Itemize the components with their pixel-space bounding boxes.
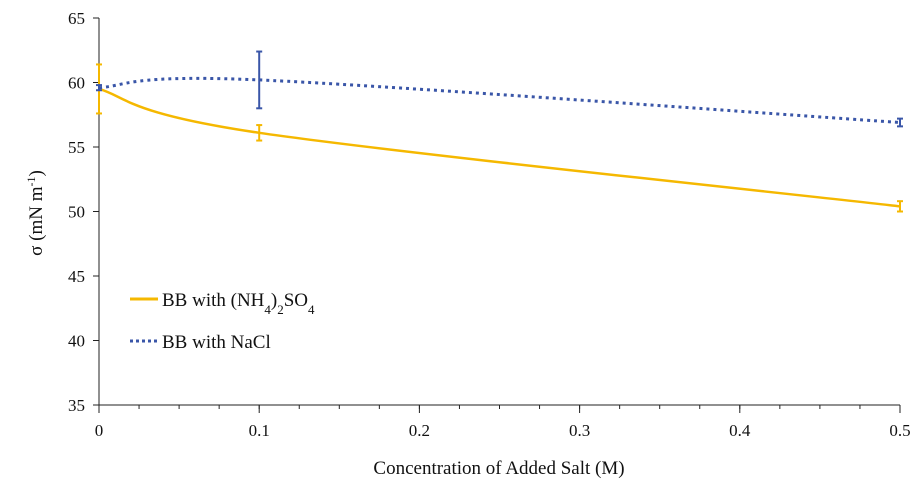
error-bar [256,124,263,142]
error-bar [897,117,903,128]
x-tick-label: 0 [95,421,104,440]
x-tick-label: 0.5 [889,421,910,440]
y-axis-title-close: ) [26,170,47,176]
x-tick-label: 0.3 [569,421,590,440]
y-tick-label: 40 [68,332,85,351]
legend-label-ammonium-sulfate: BB with (NH4)2SO4 [162,290,315,317]
error-bar [96,84,102,92]
series-1 [96,50,903,128]
series-layer [96,50,903,213]
y-tick-label: 60 [68,74,85,93]
axes: 35 40 45 50 55 60 65 0 0.1 0.2 0.3 0.4 0.5 [68,9,911,440]
x-tick-label: 0.4 [729,421,751,440]
y-axis-title-main: σ (mN m [26,186,47,256]
y-tick-label: 65 [68,9,85,28]
y-axis-title-sup: -1 [24,176,38,186]
y-tick-label: 35 [68,396,85,415]
y-axis-title: σ (mN m-1) [24,170,47,256]
y-tick-label: 50 [68,203,85,222]
y-tick-label: 45 [68,267,85,286]
series-line-1 [98,76,901,124]
y-tick-label: 55 [68,138,85,157]
error-bar [256,50,263,110]
x-tick-label: 0.1 [249,421,270,440]
series-line-0 [98,87,901,208]
error-bar [897,200,903,213]
x-axis-title: Concentration of Added Salt (M) [373,458,624,479]
legend: BB with (NH4)2SO4 BB with NaCl [130,290,315,353]
series-0 [96,63,903,213]
x-tick-label: 0.2 [409,421,430,440]
legend-label-nacl: BB with NaCl [162,332,271,353]
